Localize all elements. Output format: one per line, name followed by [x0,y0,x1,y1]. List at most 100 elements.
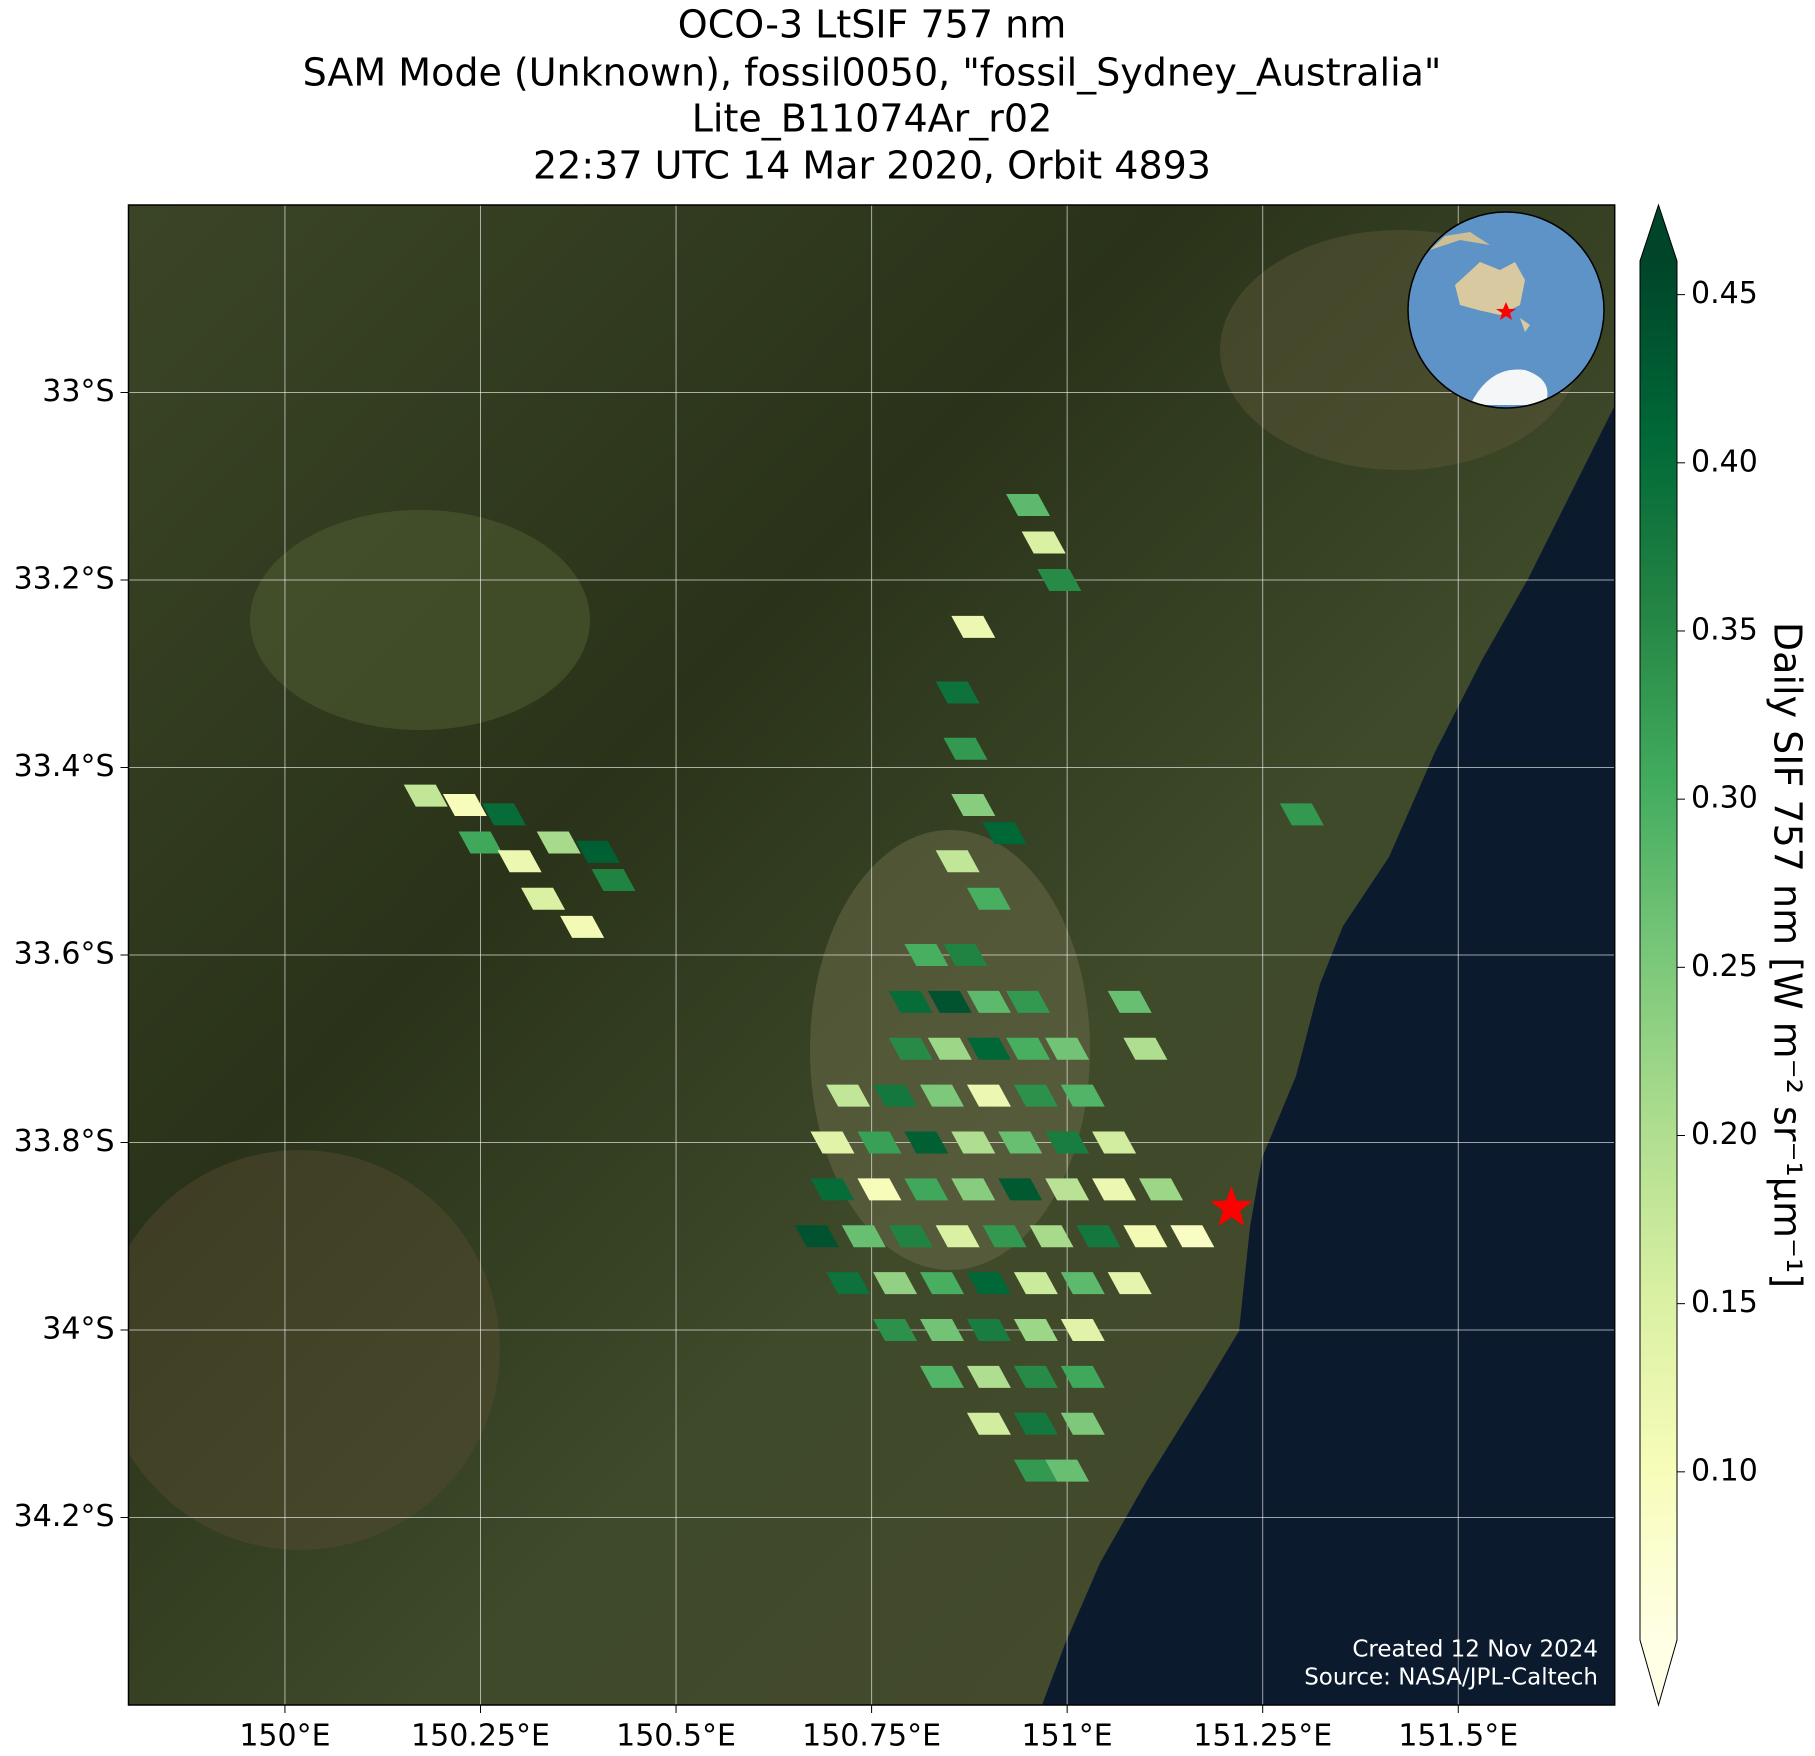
sif-cell [1013,1319,1058,1341]
sif-cell [998,1131,1043,1154]
sif-cell [919,1365,964,1388]
sif-cell [1123,1037,1168,1060]
sif-cell [919,1319,964,1341]
title: OCO-3 LtSIF 757 nm [678,3,1066,47]
grid [128,205,1615,1705]
sif-cell [857,1178,902,1201]
sif-cell [888,990,933,1013]
sif-cell [888,1037,933,1060]
sif-cell [794,1225,839,1248]
sif-cell [1013,1272,1058,1295]
sif-cell [1006,990,1051,1013]
sif-cell [1107,1272,1152,1295]
x-tick-label: 151°E [1022,1719,1113,1754]
sif-cell [1021,531,1066,554]
y-tick-label: 34.2°S [14,1499,115,1534]
sif-cell [1076,1225,1121,1248]
sif-cell [826,1272,871,1295]
sif-cell [1045,1131,1090,1154]
sif-cell [951,794,996,816]
y-tick-label: 34°S [42,1312,114,1347]
colorbar-tick-label: 0.45 [1691,276,1758,311]
sif-cell [935,1225,980,1248]
sif-cell [403,784,448,807]
colorbar-tick-label: 0.35 [1691,612,1758,647]
sif-cell [1006,1037,1051,1060]
sif-cell [966,1412,1011,1435]
globe-outline [1407,211,1605,409]
sif-cell [943,737,988,760]
sif-cell [873,1084,918,1107]
sif-cell [935,681,980,704]
sif-cell [458,831,503,854]
title: Lite_B11074Ar_r02 [692,97,1053,141]
colorbar-extend-bottom [1640,1640,1677,1705]
terrain [128,1150,500,1550]
sif-cell [904,944,949,966]
colorbar-tick-label: 0.40 [1691,444,1758,479]
sif-cell [521,887,566,910]
colorbar-label: Daily SIF 757 nm [W m⁻² sr⁻¹μm⁻¹] [1766,622,1810,1288]
sif-cell [1013,1412,1058,1435]
sif-cell [1029,1225,1074,1248]
sif-cell [536,831,581,854]
sif-cell [575,840,620,863]
sif-cell [966,990,1011,1013]
credit: Created 12 Nov 2024 [1352,1637,1598,1663]
site-marker [1210,1186,1253,1226]
sif-cell [560,915,605,938]
australia [1455,262,1525,315]
colorbar-tick-label: 0.25 [1691,949,1758,984]
colorbar-outline [1639,203,1678,1707]
sif-cell [966,1319,1011,1341]
islands [1430,232,1490,250]
sif-cell [1006,494,1051,516]
sif-cell [1060,1365,1105,1388]
sif-cell [927,1037,972,1060]
island [1520,318,1530,332]
sif-cell [919,1272,964,1295]
sif-cell [935,850,980,873]
colorbar-tick-label: 0.10 [1691,1453,1758,1488]
sif-cell [904,1178,949,1201]
sif-cell [826,1084,871,1107]
sif-cell [951,1178,996,1201]
sif-cell [927,990,972,1013]
sif-cell [841,1225,886,1248]
sif-cell [1279,803,1324,826]
sif-cell [1045,1178,1090,1201]
sif-cell [1013,1459,1058,1482]
title: SAM Mode (Unknown), fossil0050, "fossil_… [303,51,1442,95]
x-tick-label: 151.25°E [1193,1719,1332,1754]
colorbar-tick-label: 0.20 [1691,1117,1758,1152]
sif-cell [1013,1084,1058,1107]
sif-cell [966,1037,1011,1060]
sif-cell [873,1319,918,1341]
sif-cell [966,1084,1011,1107]
colorbar-tick-label: 0.30 [1691,781,1758,816]
sif-cell [442,794,487,816]
sif-cell [904,1131,949,1154]
sif-cell [481,803,526,826]
sif-cell [810,1131,855,1154]
sif-cell [857,1131,902,1154]
sif-cell [982,822,1027,845]
sif-cell [951,1131,996,1154]
colorbar: 0.10 0.15 0.20 0.25 0.30 0.35 0.40 0.45 [1639,203,1758,1707]
sif-cell [1123,1225,1168,1248]
sif-cell [966,1272,1011,1295]
sif-cell [1037,569,1082,591]
sif-cell [1139,1178,1184,1201]
title: 22:37 UTC 14 Mar 2020, Orbit 4893 [533,144,1211,188]
sif-cell [966,887,1011,910]
sif-cell [1092,1178,1137,1201]
sif-cell [1013,1365,1058,1388]
antarctica [1470,369,1548,405]
y-tick-label: 33°S [42,374,114,409]
sif-cell [998,1178,1043,1201]
sif-cell [1170,1225,1215,1248]
sif-cell [873,1272,918,1295]
sif-cell [591,869,636,891]
sif-cell [810,1178,855,1201]
